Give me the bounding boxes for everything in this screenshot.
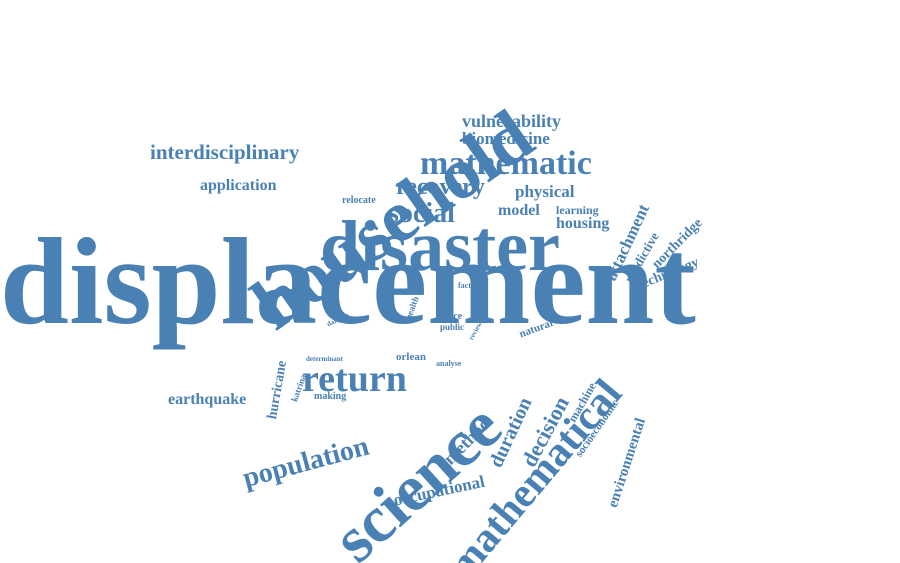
word-biomedicine: biomedicine [462,129,550,148]
word-return: return [302,358,407,400]
word-factor: factor [458,281,479,290]
word-learning: learning [556,203,599,217]
word-displacement: displacement [0,213,696,350]
word-physical: physical [515,182,575,201]
word-analyse: analyse [436,359,462,368]
word-population: population [239,430,373,495]
word-social: social [388,198,455,229]
word-determinant: determinant [306,355,343,363]
word-recovery: recovery [396,174,485,200]
word-application: application [200,177,277,194]
word-risk: risk [436,299,453,310]
word-mathematic: mathematic [420,145,592,182]
word-model: model [498,202,540,219]
word-making: making [314,391,347,402]
word-place: place [440,311,463,322]
word-earthquake: earthquake [168,391,247,408]
word-housing: housing [556,215,610,232]
word-orlean: orlean [396,351,426,363]
word-interdisciplinary: interdisciplinary [150,140,300,164]
word-relocate: relocate [342,195,376,206]
word-disaster: disaster [320,206,560,286]
word-public: public [440,322,465,332]
word-hurricane: hurricane [265,359,291,421]
word-vulnerability: vulnerability [462,111,562,131]
word-environmental: environmental [605,416,650,510]
